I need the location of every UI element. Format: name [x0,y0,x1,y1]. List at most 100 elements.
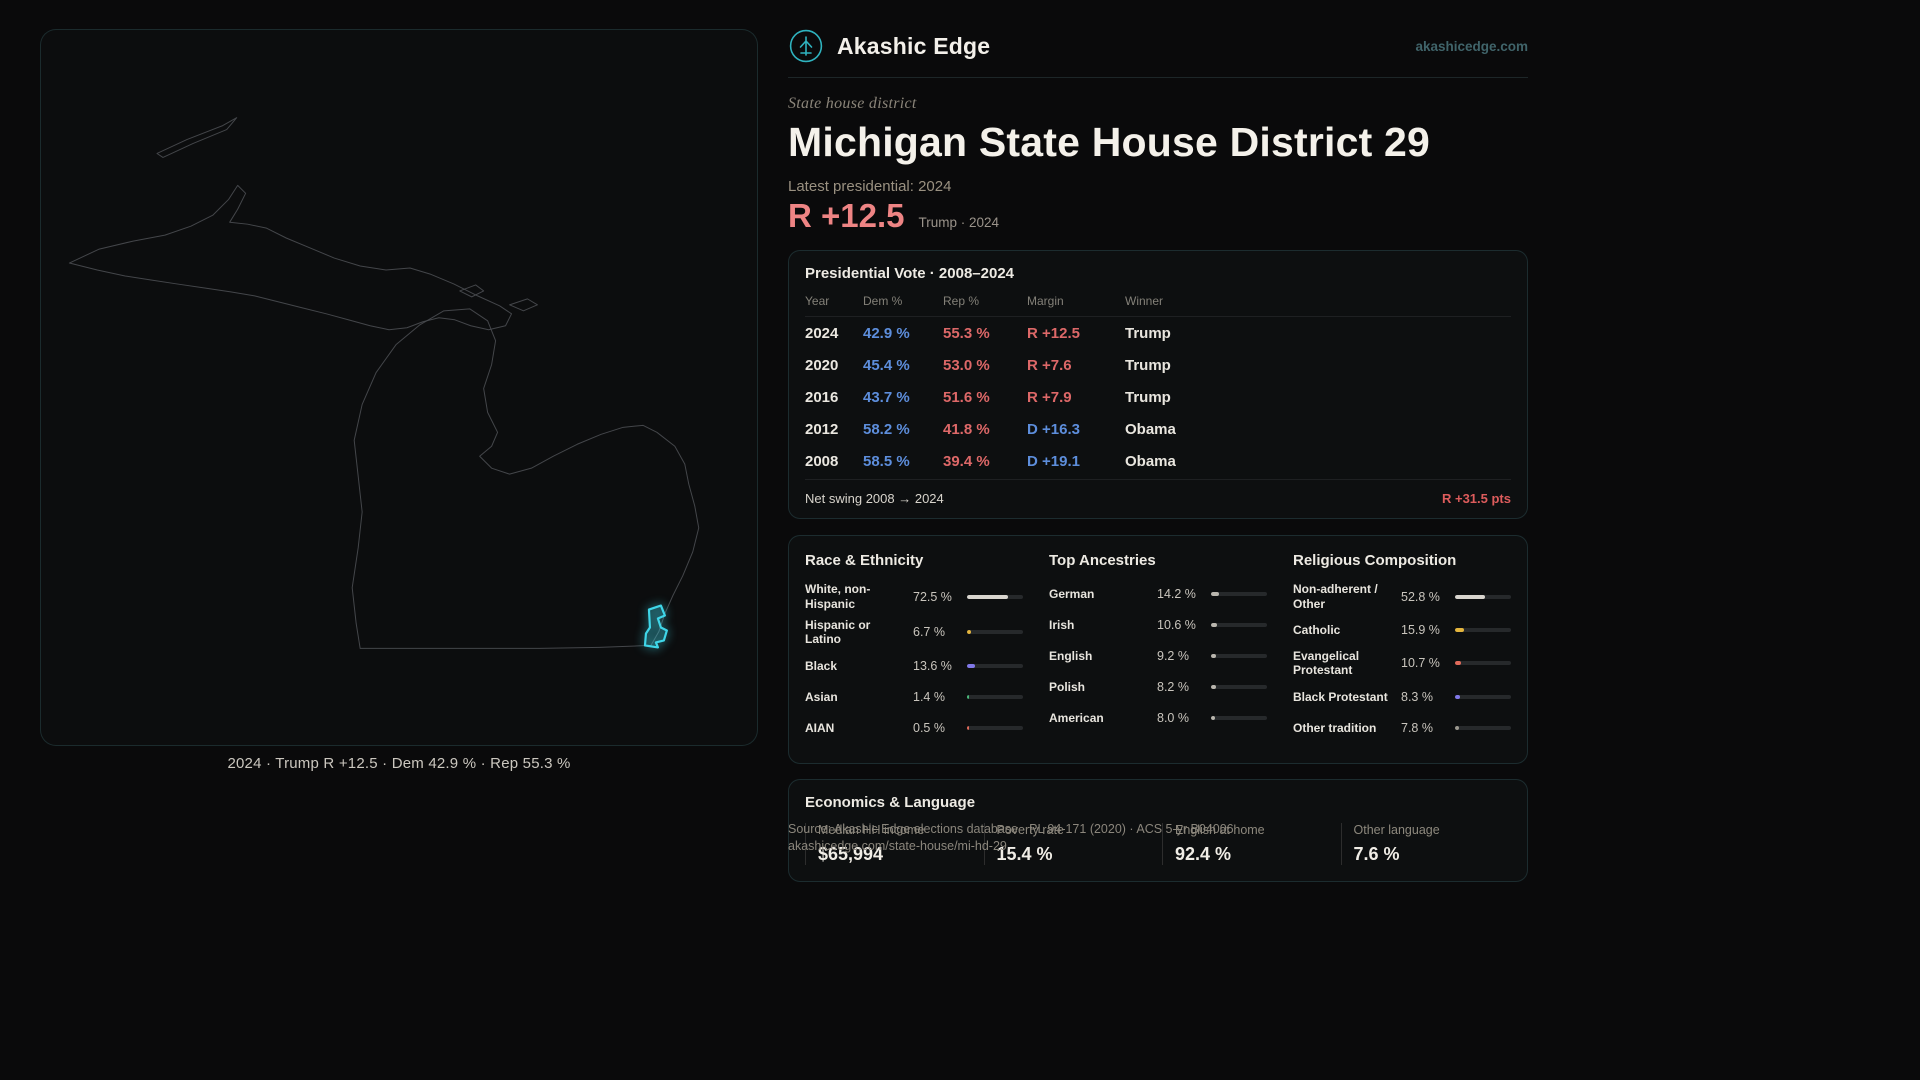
cell-year: 2016 [805,388,839,406]
ancestry-label: Irish [1049,617,1075,632]
net-swing-row: Net swing 2008 → 2024 R +31.5 pts [805,479,1511,506]
presidential-table-body: 2024 42.9 % 55.3 % R +12.5 Trump 2020 45.4 % 53… [805,317,1511,477]
cell-margin: R +7.6 [1027,356,1072,374]
religion-row: Evangelical Protestant 10.7 % [1293,649,1511,678]
cell-year: 2020 [805,356,839,374]
cell-dem-pct: 43.7 % [863,388,910,406]
demographics-card: Race & Ethnicity White, non-Hispanic 72.5… [788,535,1528,764]
ancestry-value: 10.6 % [1157,618,1196,633]
econ-stat: Poverty rate 15.4 % [983,822,1155,865]
econ-stat: English at home 92.4 % [1162,822,1333,865]
ancestry-label: English [1049,648,1093,663]
cell-margin: D +19.1 [1027,452,1080,470]
district-29-highlight [643,604,668,649]
ancestry-row: German 14.2 % [1049,582,1267,606]
religion-title: Religious Composition [1293,552,1457,570]
ancestry-row: Irish 10.6 % [1049,613,1267,637]
ancestry-row: English 9.2 % [1049,644,1267,668]
column-header: Winner [1125,294,1164,309]
religion-label: Black Protestant [1293,689,1388,704]
island-outline [509,298,538,312]
ancestry-row: Polish 8.2 % [1049,675,1267,699]
page-title: Michigan State House District 29 [788,119,1431,165]
mini-bar-fill [1211,592,1219,597]
mini-bar-track [967,725,1023,730]
mini-bar-fill [967,630,971,635]
religion-row: Non-adherent / Other 52.8 % [1293,582,1511,611]
econ-stat-value: 92.4 % [1175,843,1232,864]
race-label: Asian [805,689,838,704]
cell-rep-pct: 39.4 % [943,452,990,470]
race-row: Black 13.6 % [805,654,1023,678]
column-header: Year [805,294,830,309]
mini-bar-fill [1211,623,1217,628]
race-value: 6.7 % [913,625,945,640]
religion-row: Catholic 15.9 % [1293,618,1511,642]
cell-dem-pct: 58.5 % [863,452,910,470]
cell-winner: Trump [1125,356,1171,374]
religion-value: 8.3 % [1401,689,1433,704]
econ-stats: Median HH income $65,994 Poverty rate 15.4 … [805,822,1512,865]
net-swing-label: Net swing 2008 → 2024 [805,491,944,507]
report-column: Akashic Edge akashicedge.com State house… [788,28,1528,882]
religion-value: 10.7 % [1401,656,1440,671]
econ-stat-label: Median HH income [818,822,925,837]
religion-value: 15.9 % [1401,622,1440,637]
religion-label: Non-adherent / Other [1293,582,1378,611]
econ-stat-label: Other language [1353,822,1440,837]
ancestry-label: German [1049,586,1095,601]
presidential-card-title: Presidential Vote · 2008–2024 [805,265,1015,283]
ancestry-value: 14.2 % [1157,587,1196,602]
religion-row: Other tradition 7.8 % [1293,716,1511,740]
masthead: Akashic Edge akashicedge.com [788,28,1528,78]
econ-stat-value: $65,994 [818,843,884,864]
cell-margin: R +7.9 [1027,388,1072,406]
cell-winner: Trump [1125,324,1171,342]
econ-stat-value: 15.4 % [996,843,1053,864]
economics-card: Economics & Language Median HH income $65… [788,778,1528,882]
mini-bar-track [1211,685,1267,690]
mini-bar-fill [1211,716,1216,721]
religion-row: Black Protestant 8.3 % [1293,685,1511,709]
cell-dem-pct: 45.4 % [863,356,910,374]
ancestries-list: German 14.2 % Irish 10.6 % English 9.2 % Polis… [1049,582,1267,730]
headline-margin: R +12.5 Trump · 2024 [788,197,1528,235]
religion-label: Evangelical Protestant [1293,648,1360,678]
ancestry-value: 9.2 % [1157,649,1189,664]
headline-margin-note: Trump · 2024 [918,215,1000,231]
cell-rep-pct: 55.3 % [943,324,990,342]
mini-bar-track [967,594,1023,599]
cell-margin: D +16.3 [1027,420,1080,438]
mini-bar-track [1455,594,1511,599]
religion-label: Other tradition [1293,720,1377,735]
permalink[interactable]: akashicedge.com/state-house/mi-hd-29 [788,838,1007,853]
race-value: 0.5 % [913,720,945,735]
ancestries-title: Top Ancestries [1049,552,1156,570]
mini-bar-track [1455,661,1511,666]
presidential-row: 2008 58.5 % 39.4 % D +19.1 Obama [805,445,1511,477]
race-row: Hispanic or Latino 6.7 % [805,618,1023,647]
site-link[interactable]: akashicedge.com [1415,38,1528,54]
mini-bar-fill [1455,627,1464,632]
econ-stat-value: 7.6 % [1353,843,1400,864]
cell-year: 2012 [805,420,839,438]
econ-stat-label: English at home [1175,822,1265,837]
mini-bar-track [1211,654,1267,659]
upper-peninsula-outline [68,184,513,331]
mini-bar-fill [967,594,1008,599]
mini-bar-track [1455,694,1511,699]
econ-stat: Other language 7.6 % [1340,822,1512,865]
religion-value: 52.8 % [1401,589,1440,604]
mini-bar-fill [1455,694,1460,699]
latest-presidential-label: Latest presidential: 2024 [788,178,952,196]
ancestries-column: Top Ancestries German 14.2 % Irish 10.6 % En… [1049,552,1267,747]
econ-stat: Median HH income $65,994 [805,822,976,865]
presidential-row: 2024 42.9 % 55.3 % R +12.5 Trump [805,317,1511,349]
cell-rep-pct: 51.6 % [943,388,990,406]
mini-bar-track [1211,716,1267,721]
mini-bar-fill [1455,661,1461,666]
column-header: Rep % [943,294,980,309]
mini-bar-fill [967,725,970,730]
race-column: Race & Ethnicity White, non-Hispanic 72.5… [805,552,1023,747]
